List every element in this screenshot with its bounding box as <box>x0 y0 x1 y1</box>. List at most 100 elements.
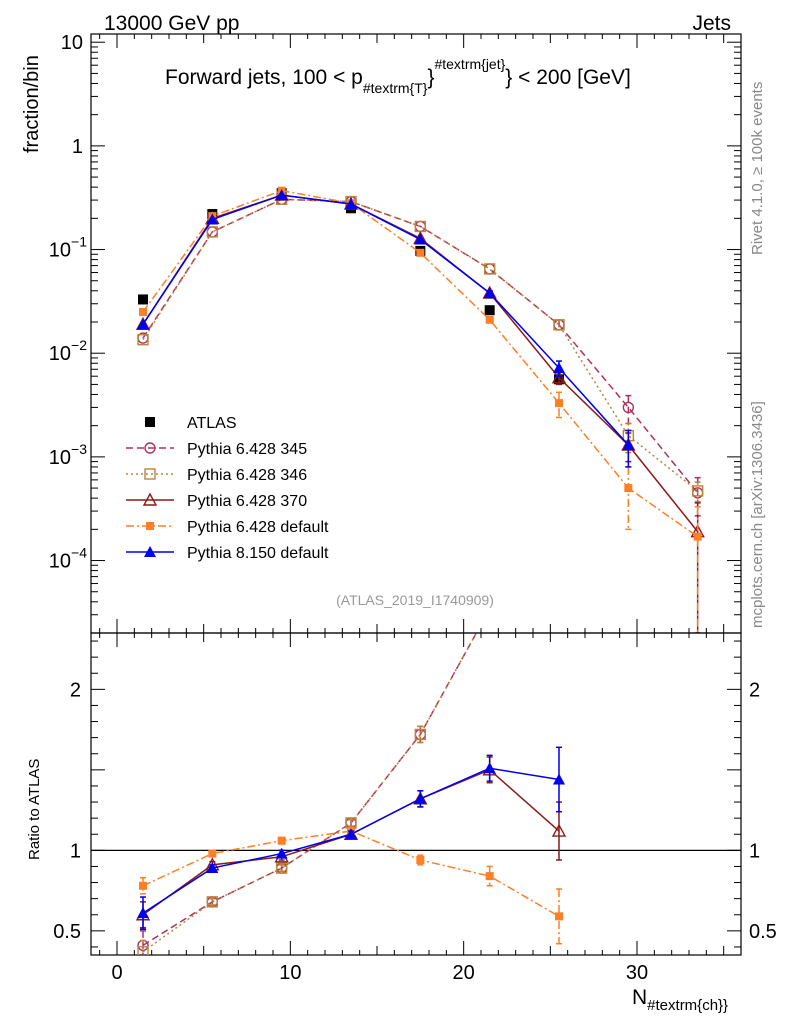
x-tick-label: 0 <box>111 962 122 984</box>
series-group <box>135 186 705 633</box>
data-point <box>485 315 494 324</box>
y-tick-label-right: 0.5 <box>749 921 777 943</box>
data-point <box>414 233 427 245</box>
series-line <box>142 830 560 918</box>
legend-marker <box>145 417 155 427</box>
header-left: 13000 GeV pp <box>104 12 239 35</box>
data-point <box>414 728 427 741</box>
data-point <box>416 248 425 257</box>
y-tick-label: 0.5 <box>53 921 81 943</box>
data-point <box>137 907 149 919</box>
y-tick-label: 1 <box>72 136 83 158</box>
data-point <box>416 856 425 865</box>
data-point <box>691 485 704 497</box>
data-point <box>622 439 635 451</box>
tick-base: 10 <box>49 447 71 469</box>
xlabel: N#textrm{ch}} <box>632 986 728 1014</box>
legend-marker <box>142 492 158 506</box>
series-line <box>142 198 699 494</box>
title-close-brace: } <box>427 66 434 89</box>
x-tick-label: 10 <box>279 962 301 984</box>
y-tick-label: 1 <box>70 840 81 862</box>
main-title: Forward jets, 100 < p#textrm{T}}#textrm{… <box>165 56 631 96</box>
data-point <box>484 305 495 316</box>
data-point <box>206 213 219 225</box>
tick-base: 10 <box>49 551 71 573</box>
y-tick-label: 10−2 <box>49 337 87 365</box>
tick-exponent: −2 <box>71 337 87 353</box>
data-point <box>345 197 357 209</box>
data-point <box>483 263 496 275</box>
data-point <box>554 459 564 469</box>
series-line <box>142 194 629 446</box>
data-point <box>208 849 217 858</box>
data-point <box>139 881 147 890</box>
y-tick-label-right: 2 <box>749 679 760 701</box>
legend-label: Pythia 6.428 default <box>187 519 329 536</box>
data-point <box>206 862 219 874</box>
data-point <box>483 287 496 299</box>
legend-label: Pythia 6.428 346 <box>187 467 307 484</box>
series-line <box>142 633 478 953</box>
legend-label: ATLAS <box>187 415 237 432</box>
data-point <box>551 823 567 837</box>
data-point <box>553 361 565 373</box>
tick-base: 10 <box>49 343 71 365</box>
data-point <box>483 263 496 275</box>
axes-frame <box>90 632 742 956</box>
data-point <box>139 307 147 316</box>
side-label-top: Rivet 4.1.0, ≥ 100k events <box>749 82 766 255</box>
data-point <box>554 459 564 469</box>
data-point <box>414 792 427 804</box>
main-ylabel: fraction/bin <box>21 55 43 153</box>
x-tick-label: 30 <box>626 962 648 984</box>
data-point <box>553 319 565 331</box>
series-line <box>142 767 560 914</box>
data-point <box>551 370 567 384</box>
legend-label: Pythia 6.428 370 <box>187 493 307 510</box>
series-line <box>142 198 699 492</box>
data-point <box>693 532 702 541</box>
tick-base: 10 <box>49 240 71 262</box>
tick-exponent: −1 <box>71 234 87 250</box>
tick-exponent: −4 <box>71 545 87 561</box>
data-point <box>624 484 633 493</box>
ratio-ylabel: Ratio to ATLAS <box>26 759 43 860</box>
analysis-label: (ATLAS_2019_I1740909) <box>336 592 494 608</box>
legend-marker <box>146 522 154 530</box>
axes-frame <box>90 33 742 634</box>
header-right: Jets <box>692 12 731 35</box>
y-tick-label-right: 1 <box>749 840 760 862</box>
data-point <box>555 399 563 408</box>
series-group <box>135 459 567 955</box>
y-tick-label: 10−4 <box>49 545 87 573</box>
data-point <box>137 946 149 955</box>
data-point <box>345 828 357 840</box>
y-tick-label: 2 <box>70 679 81 701</box>
data-point <box>483 762 496 774</box>
tick-exponent: −3 <box>71 441 87 457</box>
data-point <box>137 333 149 346</box>
y-tick-label: 10−3 <box>49 441 87 469</box>
data-point <box>137 318 149 330</box>
data-point <box>277 836 286 845</box>
series-line <box>142 768 560 916</box>
y-tick-label: 10 <box>61 32 83 54</box>
data-point <box>138 294 148 305</box>
data-point <box>553 773 565 785</box>
data-point <box>206 226 219 238</box>
legend-label: Pythia 8.150 default <box>187 545 329 562</box>
data-point <box>275 862 288 874</box>
data-point <box>485 872 494 881</box>
legend-label: Pythia 6.428 345 <box>187 441 307 458</box>
legend-marker <box>144 546 156 557</box>
legend-marker <box>144 442 156 454</box>
data-point <box>275 847 288 859</box>
data-point <box>555 912 563 921</box>
data-point <box>275 189 288 201</box>
y-tick-label: 10−1 <box>49 234 87 262</box>
data-point <box>622 401 635 414</box>
side-label-bottom: mcplots.cern.ch [arXiv:1306.3436] <box>749 401 766 628</box>
legend-marker <box>144 468 156 480</box>
